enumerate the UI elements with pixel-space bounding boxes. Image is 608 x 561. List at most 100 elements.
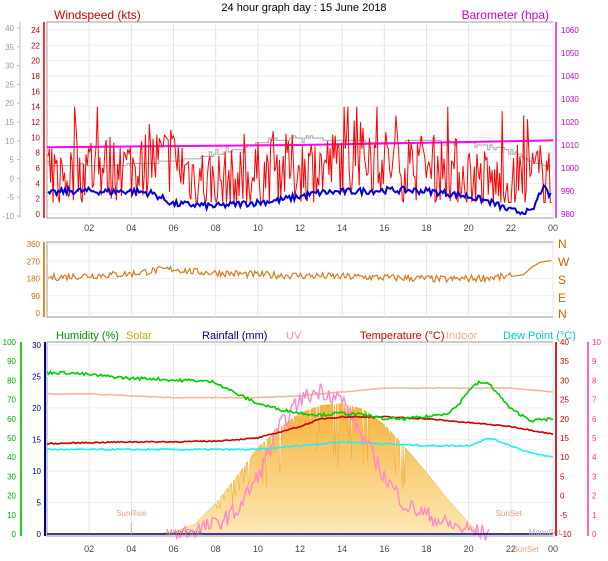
rainfall-tick-label: 25 [32, 372, 41, 381]
legend-dew-point: Dew Point (°C) [503, 330, 576, 342]
humidity-tick-label: 90 [7, 357, 16, 366]
temperature-tick-label: 10 [560, 453, 569, 462]
windspeed-tick-label: 18 [31, 72, 40, 81]
x-tick-label-wind: 16 [379, 223, 389, 233]
windspeed-tick-label: 6 [36, 164, 41, 173]
rainfall-tick-label: 10 [32, 467, 41, 476]
uv-tick-label: 1 [592, 511, 597, 520]
outer-tick-label: 30 [5, 62, 14, 71]
windspeed-tick-label: 24 [31, 26, 40, 35]
windspeed-tick-label: 10 [31, 133, 40, 142]
temperature-tick-label: 25 [560, 396, 569, 405]
humidity-tick-label: 60 [7, 415, 16, 424]
x-tick-label-wind: 22 [506, 223, 516, 233]
windspeed-tick-label: 14 [31, 103, 40, 112]
outer-tick-label: 20 [5, 99, 14, 108]
temperature-line [46, 415, 554, 446]
temperature-tick-label: 15 [560, 434, 569, 443]
barometer-tick-label: 980 [561, 210, 575, 219]
barometer-line [46, 139, 554, 149]
uv-tick-label: 10 [592, 338, 601, 347]
compass-label: N [558, 237, 567, 251]
humidity-tick-label: 100 [3, 338, 17, 347]
sunrise-label: SunRise [116, 509, 147, 518]
outer-tick-label: -5 [7, 193, 15, 202]
x-tick-label-temp: 22 [506, 544, 516, 554]
uv-tick-label: 4 [592, 453, 597, 462]
humidity-tick-label: 0 [12, 530, 17, 539]
windspeed-line [47, 106, 552, 204]
x-tick-label-wind: 04 [126, 223, 136, 233]
x-tick-label-temp: 16 [379, 544, 389, 554]
temperature-tick-label: 40 [560, 338, 569, 347]
average-wind-line [47, 183, 552, 216]
barometer-tick-label: 1010 [561, 141, 579, 150]
x-tick-label-temp: 00 [548, 544, 558, 554]
x-tick-label-wind: 06 [168, 223, 178, 233]
temperature-tick-label: -10 [560, 530, 572, 539]
outer-tick-label: 5 [10, 156, 15, 165]
outer-tick-label: 10 [5, 137, 14, 146]
windspeed-tick-label: 20 [31, 57, 40, 66]
barometer-tick-label: 1030 [561, 95, 579, 104]
temperature-tick-label: 0 [560, 492, 565, 501]
humidity-tick-label: 50 [7, 434, 16, 443]
legend-uv: UV [286, 330, 302, 342]
temperature-tick-label: 20 [560, 415, 569, 424]
outer-tick-label: 0 [10, 174, 15, 183]
legend-indoor: Indoor [446, 330, 478, 342]
legend-solar: Solar [126, 330, 152, 342]
x-tick-label-wind: 08 [211, 223, 221, 233]
temperature-tick-label: 5 [560, 472, 565, 481]
rainfall-tick-label: 0 [37, 530, 42, 539]
x-tick-label-temp: 10 [253, 544, 263, 554]
barometer-axis-title: Barometer (hpa) [462, 8, 549, 22]
uv-line [172, 383, 490, 541]
x-tick-label-temp: 18 [421, 544, 431, 554]
x-tick-label-temp: 06 [168, 544, 178, 554]
outer-tick-label: 40 [5, 24, 14, 33]
windspeed-axis-title: Windspeed (kts) [54, 8, 141, 22]
windspeed-tick-label: 16 [31, 87, 40, 96]
x-tick-label-wind: 14 [337, 223, 347, 233]
x-tick-label-wind: 20 [464, 223, 474, 233]
uv-tick-label: 5 [592, 434, 597, 443]
x-tick-label-wind: 02 [84, 223, 94, 233]
outer-tick-label: 25 [5, 80, 14, 89]
x-tick-label-wind: 00 [548, 223, 558, 233]
rainfall-tick-label: 20 [32, 404, 41, 413]
compass-label: E [558, 291, 566, 305]
x-tick-label-temp: 02 [84, 544, 94, 554]
uv-tick-label: 7 [592, 396, 597, 405]
sunset-hour-label: SunSet [512, 545, 539, 554]
direction-tick-label: 360 [27, 240, 41, 249]
rainfall-tick-label: 15 [32, 435, 41, 444]
legend-rainfall: Rainfall (mm) [202, 330, 267, 342]
wind-direction-line [47, 259, 552, 284]
x-tick-label-temp: 20 [464, 544, 474, 554]
solar-area [152, 403, 480, 535]
humidity-tick-label: 70 [7, 396, 16, 405]
uv-tick-label: 9 [592, 357, 597, 366]
rainfall-tick-label: 5 [37, 498, 42, 507]
windspeed-tick-label: 12 [31, 118, 40, 127]
humidity-line [46, 370, 554, 423]
barometer-tick-label: 1040 [561, 72, 579, 81]
barometer-tick-label: 1000 [561, 164, 579, 173]
direction-tick-label: 180 [27, 275, 41, 284]
humidity-tick-label: 80 [7, 376, 16, 385]
rainfall-tick-label: 30 [32, 341, 41, 350]
legend-temperature: Temperature (°C) [360, 330, 444, 342]
humidity-tick-label: 20 [7, 492, 16, 501]
chart-title: 24 hour graph day : 15 June 2018 [221, 2, 386, 14]
uv-tick-label: 2 [592, 492, 597, 501]
uv-tick-label: 6 [592, 415, 597, 424]
windspeed-tick-label: 22 [31, 41, 40, 50]
temperature-tick-label: -5 [560, 511, 568, 520]
humidity-tick-label: 30 [7, 472, 16, 481]
legend-humidity: Humidity (%) [56, 330, 119, 342]
windspeed-tick-label: 8 [36, 149, 41, 158]
windspeed-tick-label: 2 [36, 195, 41, 204]
